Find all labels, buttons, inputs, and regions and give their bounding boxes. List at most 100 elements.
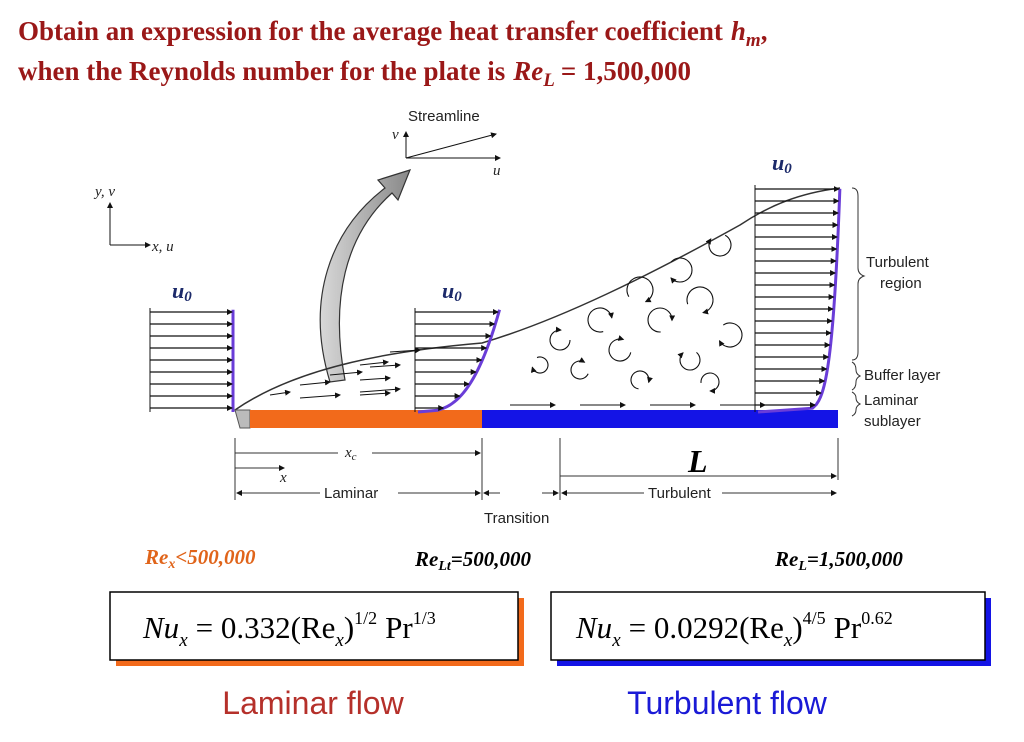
label: Transition xyxy=(484,510,549,527)
text: ) xyxy=(792,610,802,645)
punct: , xyxy=(761,16,768,46)
label: u xyxy=(493,163,501,179)
flow-arrow xyxy=(269,389,291,396)
label: x, u xyxy=(151,239,174,255)
symbol: Nu xyxy=(575,610,612,645)
eddy xyxy=(647,307,676,333)
free-stream-label: u0 xyxy=(172,278,192,305)
subscript: Lt xyxy=(437,559,452,574)
subscript: 0 xyxy=(454,289,462,305)
free-stream-label: u0 xyxy=(442,278,462,305)
symbol: Re xyxy=(414,547,438,571)
label: Buffer layer xyxy=(864,367,940,384)
leading-edge xyxy=(234,409,251,429)
eddy xyxy=(677,351,701,371)
text: = 0.332(Re xyxy=(196,610,336,645)
flow-arrow xyxy=(299,392,341,399)
eddy xyxy=(630,370,653,390)
subscript: x xyxy=(611,630,621,651)
label: v xyxy=(392,127,399,143)
eddy xyxy=(719,322,743,348)
subscript: L xyxy=(797,559,807,574)
label: region xyxy=(880,275,922,292)
value: =500,000 xyxy=(451,547,532,571)
streamline-vector xyxy=(405,132,497,159)
symbol: u xyxy=(772,150,784,175)
text: Pr xyxy=(385,610,413,645)
length-label: L xyxy=(687,443,708,479)
caption: Turbulent flow xyxy=(627,685,828,721)
symbol: u xyxy=(172,278,184,303)
exponent: 4/5 xyxy=(803,608,826,628)
brace xyxy=(851,361,862,391)
subscript: c xyxy=(352,451,357,463)
subscript: x xyxy=(783,630,793,651)
value: <500,000 xyxy=(175,545,256,569)
velocity-profile xyxy=(417,309,501,414)
exponent: 0.62 xyxy=(861,608,893,628)
eddy xyxy=(686,286,714,315)
eddy xyxy=(570,357,589,380)
subscript: x xyxy=(167,557,175,572)
flow-arrow xyxy=(359,375,391,382)
turbulent-equation: Nux = 0.0292(Rex)4/5 Pr0.62 xyxy=(575,608,893,651)
label: sublayer xyxy=(864,413,921,430)
subscript: x xyxy=(334,630,344,651)
symbol: u xyxy=(442,278,454,303)
symbol: x xyxy=(344,445,352,461)
value: = 1,500,000 xyxy=(561,56,691,86)
flow-arrow xyxy=(329,369,363,376)
subscript: L xyxy=(542,70,555,91)
exponent: 1/3 xyxy=(413,608,436,628)
eddy xyxy=(700,372,720,394)
flow-arrow xyxy=(369,362,401,369)
label: Streamline xyxy=(408,108,480,125)
brace xyxy=(851,391,862,417)
text: ) xyxy=(344,610,354,645)
symbol: Re xyxy=(144,545,168,569)
text: Pr xyxy=(834,610,862,645)
laminar-condition: Rex<500,000 xyxy=(144,545,256,572)
eddy xyxy=(549,326,571,351)
exponent: 1/2 xyxy=(354,608,377,628)
label: Laminar xyxy=(324,485,378,502)
title-text: when the Reynolds number for the plate i… xyxy=(18,56,505,86)
boundary-layer-diagram: Streamline v u y, v x, u u0 u0 u0 Turbul… xyxy=(93,108,940,527)
equation-box xyxy=(109,591,519,661)
brace xyxy=(851,187,866,361)
value: =1,500,000 xyxy=(807,547,903,571)
boundary-layer-edge xyxy=(234,187,841,411)
subscript: m xyxy=(746,30,761,51)
equation-box xyxy=(550,591,986,661)
flow-arrow xyxy=(359,359,389,366)
flow-arrow xyxy=(299,379,331,386)
title-line-1: Obtain an expression for the average hea… xyxy=(18,16,767,51)
laminar-equation: Nux = 0.332(Rex)1/2 Pr1/3 xyxy=(142,608,436,651)
eddy xyxy=(530,356,549,374)
label: Turbulent xyxy=(866,254,930,271)
subscript: 0 xyxy=(184,289,192,305)
eddy xyxy=(587,307,614,333)
title-text: Obtain an expression for the average hea… xyxy=(18,16,723,46)
laminar-plate xyxy=(250,410,482,428)
zoom-arrow xyxy=(319,169,412,383)
symbol: h xyxy=(731,16,746,46)
text: = 0.0292(Re xyxy=(629,610,784,645)
velocity-profile xyxy=(757,188,842,414)
subscript: 0 xyxy=(784,161,792,177)
symbol: Nu xyxy=(142,610,179,645)
subscript: x xyxy=(178,630,188,651)
symbol: Re xyxy=(512,56,543,86)
plate-condition: ReL=1,500,000 xyxy=(774,547,903,574)
label: x xyxy=(279,470,287,486)
eddy xyxy=(626,276,654,303)
flow-arrow xyxy=(389,347,421,354)
turbulent-plate xyxy=(482,410,838,428)
flow-arrow xyxy=(359,390,391,397)
caption: Laminar flow xyxy=(222,685,404,721)
title-line-2: when the Reynolds number for the plate i… xyxy=(18,56,691,91)
eddy xyxy=(705,234,732,257)
label: y, v xyxy=(93,184,115,200)
flow-arrow xyxy=(359,386,401,393)
